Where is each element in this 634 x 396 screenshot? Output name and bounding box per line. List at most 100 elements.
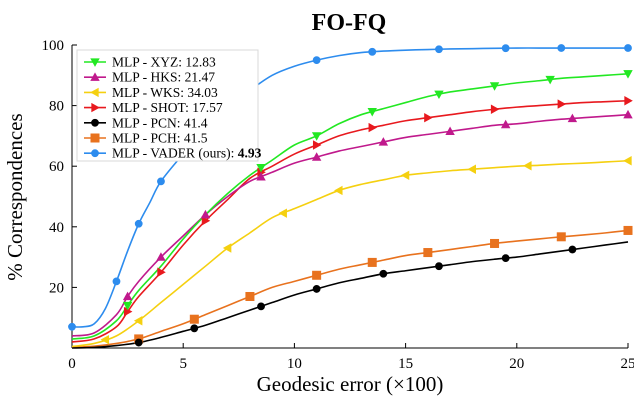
data-point bbox=[500, 119, 511, 129]
y-tick-label: 40 bbox=[49, 220, 64, 236]
data-point bbox=[434, 90, 444, 100]
data-point bbox=[623, 156, 632, 166]
legend-entry: MLP - WKS: 34.03 bbox=[84, 85, 218, 100]
data-point bbox=[133, 316, 143, 326]
y-tick-label: 80 bbox=[49, 99, 64, 115]
legend-series-name: MLP - XYZ: bbox=[112, 55, 185, 70]
legend-series-name: MLP - WKS: bbox=[112, 85, 187, 100]
y-axis-label: % Correspondences bbox=[3, 113, 27, 280]
data-point bbox=[400, 170, 410, 180]
data-point bbox=[367, 257, 377, 267]
legend-entry: MLP - XYZ: 12.83 bbox=[84, 55, 216, 70]
legend-label: MLP - PCN: 41.4 bbox=[112, 115, 208, 130]
data-point bbox=[379, 269, 388, 278]
series-line bbox=[71, 113, 629, 337]
legend-series-score: 41.5 bbox=[184, 131, 208, 146]
chart-title: FO-FQ bbox=[312, 10, 387, 36]
legend-series-score: 34.03 bbox=[187, 85, 218, 100]
data-point bbox=[423, 248, 433, 258]
data-point bbox=[112, 277, 121, 286]
data-point bbox=[557, 44, 566, 52]
series-line bbox=[71, 229, 629, 349]
series-line bbox=[71, 47, 628, 328]
data-point bbox=[312, 270, 322, 280]
x-axis-label: Geodesic error (×100) bbox=[257, 372, 444, 396]
data-point bbox=[367, 108, 377, 117]
data-point bbox=[122, 291, 133, 301]
data-point bbox=[424, 113, 433, 123]
y-tick-label: 100 bbox=[42, 38, 65, 54]
plot-frame bbox=[71, 45, 628, 349]
legend-swatch-marker bbox=[90, 72, 100, 81]
data-point bbox=[567, 113, 578, 123]
data-point bbox=[378, 137, 389, 146]
legend-swatch-marker bbox=[91, 118, 99, 127]
data-point bbox=[312, 140, 322, 150]
data-point bbox=[157, 267, 166, 277]
data-point bbox=[545, 75, 555, 85]
x-tick-label: 10 bbox=[287, 356, 302, 372]
data-point bbox=[490, 238, 500, 248]
axis-ticks: 0 5 10 15 20 25 20 40 60 80 100 bbox=[42, 38, 634, 372]
legend-series-score: 4.93 bbox=[238, 146, 262, 161]
data-point bbox=[501, 44, 510, 53]
data-point bbox=[490, 104, 500, 114]
legend-label: MLP - HKS: 21.47 bbox=[112, 70, 215, 85]
data-point bbox=[623, 70, 633, 79]
legend-swatch-marker bbox=[91, 149, 99, 158]
legend-swatch-marker bbox=[90, 58, 100, 67]
legend-series-score: 17.57 bbox=[192, 100, 223, 115]
data-point bbox=[624, 96, 633, 106]
data-point bbox=[200, 209, 211, 219]
data-point bbox=[157, 177, 165, 186]
series-line bbox=[71, 72, 629, 340]
legend-label: MLP - VADER (ours): 4.93 bbox=[112, 146, 262, 161]
data-point bbox=[278, 208, 287, 218]
series-line bbox=[71, 99, 629, 343]
y-tick-label: 60 bbox=[49, 159, 64, 175]
data-point bbox=[189, 314, 199, 324]
data-point bbox=[156, 252, 166, 261]
data-point bbox=[435, 45, 443, 54]
data-point bbox=[623, 109, 633, 119]
x-tick-label: 0 bbox=[68, 356, 76, 372]
legend-series-name: MLP - VADER (ours): bbox=[112, 146, 238, 161]
legend-series-name: MLP - PCH: bbox=[112, 131, 184, 146]
data-point bbox=[134, 219, 143, 228]
legend-series-score: 12.83 bbox=[185, 55, 216, 70]
data-point bbox=[222, 243, 232, 253]
data-point bbox=[624, 44, 632, 52]
y-tick-label: 20 bbox=[49, 280, 64, 296]
data-point bbox=[245, 291, 255, 301]
x-tick-label: 20 bbox=[509, 356, 524, 372]
data-point bbox=[489, 82, 500, 91]
data-point bbox=[122, 301, 133, 311]
x-tick-label: 5 bbox=[179, 356, 187, 372]
legend-box bbox=[76, 49, 259, 162]
x-tick-label: 25 bbox=[621, 356, 634, 372]
legend-swatch-marker bbox=[91, 102, 100, 113]
data-point bbox=[523, 161, 532, 171]
legend-entry: MLP - HKS: 21.47 bbox=[84, 70, 215, 85]
data-point bbox=[334, 185, 343, 196]
legend-entry: MLP - VADER (ours): 4.93 bbox=[84, 146, 262, 161]
data-point bbox=[201, 216, 211, 226]
legend-series-name: MLP - HKS: bbox=[112, 70, 185, 85]
legend-series-score: 21.47 bbox=[185, 70, 216, 85]
data-point bbox=[501, 254, 510, 263]
data-point bbox=[557, 99, 567, 109]
legend-series-name: MLP - PCN: bbox=[112, 115, 184, 130]
legend-series-score: 41.4 bbox=[184, 115, 208, 130]
data-point bbox=[256, 164, 266, 173]
series-lines bbox=[71, 47, 629, 349]
legend-entry: MLP - PCH: 41.5 bbox=[84, 131, 208, 146]
data-point bbox=[368, 47, 377, 56]
legend-label: MLP - WKS: 34.03 bbox=[112, 85, 218, 100]
data-point bbox=[556, 232, 566, 242]
data-point bbox=[311, 132, 322, 141]
series-line bbox=[71, 159, 629, 348]
legend-label: MLP - XYZ: 12.83 bbox=[112, 55, 216, 70]
data-point bbox=[257, 302, 265, 311]
